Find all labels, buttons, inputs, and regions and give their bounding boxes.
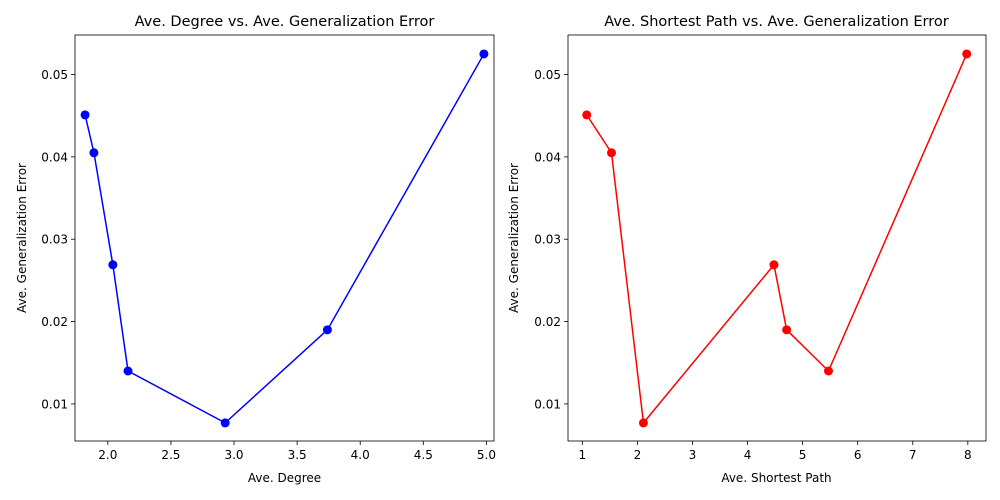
y-tick-label: 0.04 (41, 150, 68, 164)
x-tick-label: 2 (634, 448, 642, 462)
x-tick-label: 3.0 (224, 448, 243, 462)
data-point (638, 418, 648, 428)
data-point (582, 110, 592, 120)
chart-title: Ave. Degree vs. Ave. Generalization Erro… (135, 14, 435, 30)
y-tick-label: 0.02 (41, 315, 68, 329)
y-axis-label: Ave. Generalization Error (15, 163, 29, 313)
axes-frame (567, 34, 987, 442)
x-axis-label: Ave. Shortest Path (721, 471, 831, 485)
x-tick-label: 3.5 (288, 448, 307, 462)
x-tick-label: 5.0 (477, 448, 496, 462)
axes-frame (74, 34, 495, 442)
series-line (84, 53, 485, 424)
x-tick-label: 8 (964, 448, 972, 462)
x-tick-label: 5 (799, 448, 807, 462)
x-tick-label: 7 (909, 448, 917, 462)
x-tick-label: 3 (689, 448, 697, 462)
series-line (586, 53, 968, 425)
data-point (962, 49, 972, 59)
data-point (80, 110, 90, 120)
y-tick-label: 0.02 (534, 315, 561, 329)
data-point (108, 260, 118, 270)
data-point (769, 260, 779, 270)
y-tick-label: 0.04 (534, 150, 561, 164)
x-tick-label: 4.0 (351, 448, 370, 462)
x-tick-label: 2.0 (98, 448, 117, 462)
chart-title: Ave. Shortest Path vs. Ave. Generalizati… (604, 14, 949, 30)
x-tick-label: 6 (854, 448, 862, 462)
data-point (220, 418, 230, 428)
data-point (823, 366, 833, 376)
data-point (89, 148, 99, 158)
y-tick-label: 0.03 (534, 233, 561, 247)
data-point (607, 148, 617, 158)
x-tick-label: 2.5 (161, 448, 180, 462)
x-tick-label: 4 (744, 448, 752, 462)
x-tick-label: 1 (578, 448, 586, 462)
data-point (479, 49, 489, 59)
y-tick-label: 0.01 (534, 397, 561, 411)
y-tick-label: 0.05 (534, 68, 561, 82)
x-axis-label: Ave. Degree (248, 471, 321, 485)
data-point (322, 325, 332, 335)
chart-left: Ave. Degree vs. Ave. Generalization Erro… (15, 14, 496, 485)
chart-right: Ave. Shortest Path vs. Ave. Generalizati… (507, 14, 987, 485)
data-point (123, 366, 133, 376)
y-axis-label: Ave. Generalization Error (507, 163, 521, 313)
y-tick-label: 0.05 (41, 68, 68, 82)
y-tick-label: 0.03 (41, 233, 68, 247)
x-tick-label: 4.5 (414, 448, 433, 462)
data-point (782, 325, 792, 335)
y-tick-label: 0.01 (41, 397, 68, 411)
